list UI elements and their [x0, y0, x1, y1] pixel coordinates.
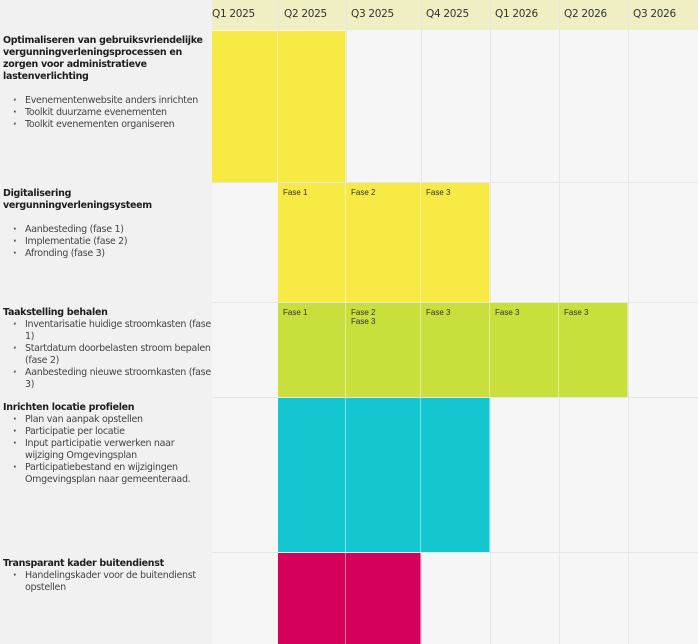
timeline-bar-cell[interactable] — [278, 553, 346, 644]
grid-column-line — [628, 0, 629, 644]
phase-label: Fase 3 — [495, 308, 520, 317]
row-item: Toolkit duurzame evenementen — [3, 107, 211, 119]
row-item: Aanbesteding nieuwe stroomkasten (fase 3… — [3, 367, 211, 391]
roadmap-row-label: Digitalisering vergunningverleningsystee… — [3, 188, 211, 260]
row-title: Optimaliseren van gebruiksvriendelijke v… — [3, 35, 203, 82]
row-items: Evenementenwebsite anders inrichtenToolk… — [3, 95, 211, 131]
row-items: Aanbesteding (fase 1)Implementatie (fase… — [3, 224, 211, 260]
phase-label: Fase 1 — [283, 188, 308, 197]
phase-label — [212, 31, 277, 36]
row-item: Inventarisatie huidige stroomkasten (fas… — [3, 319, 211, 343]
phase-label: Fase 2 — [351, 188, 376, 197]
timeline-bar-cell[interactable]: Fase 1 — [278, 303, 346, 397]
quarter-header: Q4 2025 — [426, 8, 469, 20]
phase-label — [278, 553, 345, 558]
quarter-header: Q3 2025 — [351, 8, 394, 20]
roadmap-row-label: Inrichten locatie profielenPlan van aanp… — [3, 402, 211, 486]
quarter-header: Q2 2026 — [564, 8, 607, 20]
row-item: Implementatie (fase 2) — [3, 236, 211, 248]
row-item: Toolkit evenementen organiseren — [3, 119, 211, 131]
timeline-bar-cell[interactable]: Fase 3 — [490, 303, 559, 397]
row-title: Inrichten locatie profielen — [3, 402, 135, 413]
timeline-header — [212, 0, 698, 30]
phase-label — [278, 31, 345, 36]
timeline-bar-cell[interactable]: Fase 3 — [421, 303, 490, 397]
grid-row-line — [212, 552, 698, 553]
roadmap-row-label: Transparant kader buitendienstHandelings… — [3, 558, 211, 594]
phase-label: Fase 3 — [564, 308, 589, 317]
row-items: Inventarisatie huidige stroomkasten (fas… — [3, 319, 211, 391]
timeline-bar-cell[interactable] — [278, 31, 346, 182]
timeline-bar-cell[interactable] — [346, 553, 421, 644]
timeline-bar-cell[interactable] — [346, 398, 421, 552]
timeline-bar-cell[interactable]: Fase 2 Fase 3 — [346, 303, 421, 397]
timeline-bar-cell[interactable]: Fase 1 — [278, 183, 346, 302]
roadmap-row-label: Optimaliseren van gebruiksvriendelijke v… — [3, 35, 211, 131]
row-title: Taakstelling behalen — [3, 307, 108, 318]
phase-label: Fase 1 — [283, 308, 308, 317]
phase-label: Fase 3 — [426, 308, 451, 317]
row-title: Transparant kader buitendienst — [3, 558, 164, 569]
row-item: Evenementenwebsite anders inrichten — [3, 95, 211, 107]
quarter-header: Q1 2025 — [212, 8, 255, 20]
timeline-bar-cell[interactable]: Fase 3 — [421, 183, 490, 302]
quarter-header: Q2 2025 — [284, 8, 327, 20]
row-item: Participatiebestand en wijzigingen Omgev… — [3, 462, 211, 486]
timeline-bar-cell[interactable] — [278, 398, 346, 552]
row-item: Handelingskader voor de buitendienst ops… — [3, 570, 211, 594]
roadmap-row-label: Taakstelling behalenInventarisatie huidi… — [3, 307, 211, 391]
phase-label — [346, 398, 420, 403]
timeline-bar-cell[interactable] — [212, 31, 278, 182]
row-items: Plan van aanpak opstellenParticipatie pe… — [3, 414, 211, 486]
grid-row-line — [212, 397, 698, 398]
phase-label: Fase 2 Fase 3 — [351, 308, 376, 326]
phase-label — [278, 398, 345, 403]
phase-label: Fase 3 — [426, 188, 451, 197]
row-item: Afronding (fase 3) — [3, 248, 211, 260]
timeline-bar-cell[interactable] — [421, 398, 490, 552]
timeline-bar-cell[interactable]: Fase 3 — [559, 303, 628, 397]
grid-row-line — [212, 182, 698, 183]
row-item: Input participatie verwerken naar wijzig… — [3, 438, 211, 462]
row-items: Handelingskader voor de buitendienst ops… — [3, 570, 211, 594]
row-item: Participatie per locatie — [3, 426, 211, 438]
row-title: Digitalisering vergunningverleningsystee… — [3, 188, 152, 211]
phase-label — [421, 398, 489, 403]
timeline-bar-cell[interactable]: Fase 2 — [346, 183, 421, 302]
quarter-header: Q1 2026 — [495, 8, 538, 20]
row-item: Plan van aanpak opstellen — [3, 414, 211, 426]
phase-label — [346, 553, 420, 558]
quarter-header: Q3 2026 — [633, 8, 676, 20]
grid-row-line — [212, 302, 698, 303]
row-item: Startdatum doorbelasten stroom bepalen (… — [3, 343, 211, 367]
row-item: Aanbesteding (fase 1) — [3, 224, 211, 236]
